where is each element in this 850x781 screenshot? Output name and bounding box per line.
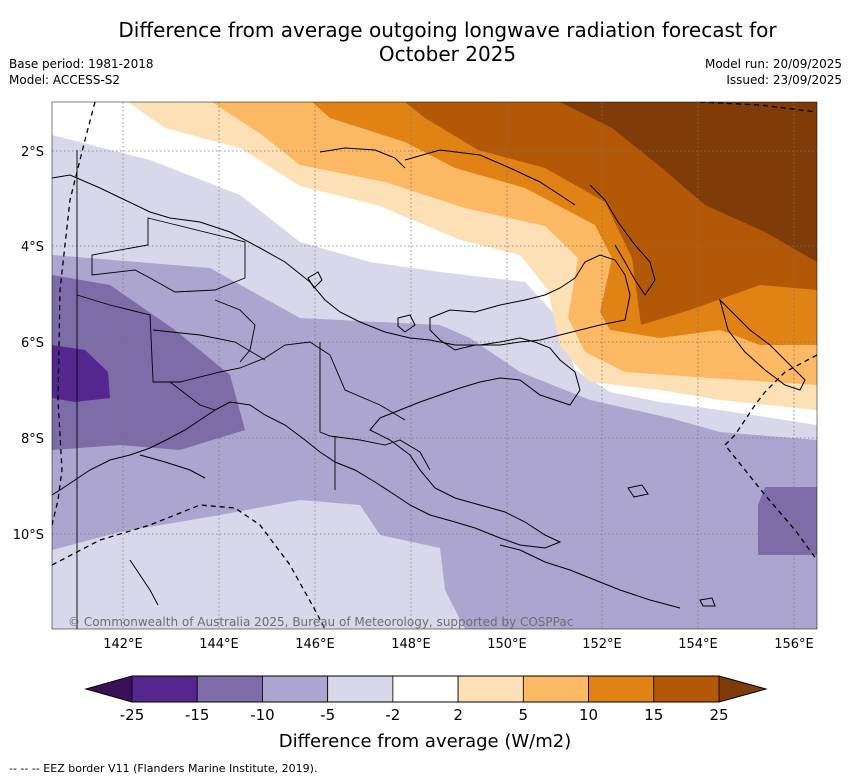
colorbar-segment (588, 675, 655, 703)
latitude-labels: 2°S 4°S 6°S 8°S 10°S (13, 145, 44, 543)
longitude-labels: 142°E 144°E 146°E 148°E 150°E 152°E 154°… (103, 637, 814, 652)
band-minus25-minus15 (52, 345, 110, 402)
lat-label: 2°S (21, 145, 44, 160)
colorbar-tick-label: 15 (644, 706, 663, 724)
colorbar-tick-label: 5 (519, 706, 529, 724)
model-name: Model: ACCESS-S2 (9, 73, 121, 87)
lon-label: 152°E (582, 637, 622, 652)
title-line-2: October 2025 (378, 42, 517, 66)
colorbar-tick-label: -15 (185, 706, 210, 724)
provincial-borders (76, 150, 431, 629)
olr-anomaly-field (52, 102, 817, 629)
colorbar-segment (262, 675, 329, 703)
lon-label: 156°E (774, 637, 814, 652)
colorbar-segment (196, 675, 263, 703)
meta-left: Base period: 1981-2018 Model: ACCESS-S2 (9, 56, 154, 88)
copyright-notice: © Commonwealth of Australia 2025, Bureau… (68, 615, 573, 629)
lat-label: 6°S (21, 336, 44, 351)
lat-label: 4°S (21, 240, 44, 255)
colorbar-outline (84, 675, 768, 703)
band-minus15-minus10 (52, 275, 245, 450)
colorbar-tick-label: -5 (320, 706, 335, 724)
colorbar-tick-label: 2 (453, 706, 463, 724)
colorbar-arrow-left (86, 676, 132, 702)
lon-label: 142°E (103, 637, 143, 652)
colorbar-labels: -25 -15 -10 -5 -2 2 5 10 15 25 (120, 706, 729, 724)
colorbar-segment (653, 675, 720, 703)
lat-label: 10°S (13, 528, 44, 543)
colorbar-tick-label: -25 (120, 706, 145, 724)
lon-label: 146°E (295, 637, 335, 652)
coastlines (52, 147, 806, 609)
graticule (52, 102, 817, 629)
colorbar-arrow-right (719, 676, 766, 702)
colorbar-tick-label: 25 (709, 706, 728, 724)
plot-frame (51, 101, 818, 630)
colorbar-tick-label: -2 (385, 706, 400, 724)
eez-borders (52, 102, 817, 629)
colorbar: -25 -15 -10 -5 -2 2 5 10 15 25 Difference from av… (84, 675, 768, 752)
colorbar-segment (131, 675, 198, 703)
colorbar-segment (522, 675, 589, 703)
lon-label: 148°E (391, 637, 431, 652)
title-line-1: Difference from average outgoing longwav… (118, 18, 777, 42)
lon-label: 154°E (678, 637, 718, 652)
lon-label: 144°E (199, 637, 239, 652)
eez-footnote: -- -- -- EEZ border V11 (Flanders Marine… (9, 762, 318, 775)
model-run: Model run: 20/09/2025 (704, 57, 842, 71)
base-period: Base period: 1981-2018 (9, 57, 154, 71)
colorbar-segment (327, 675, 394, 703)
map-title: Difference from average outgoing longwav… (95, 18, 800, 66)
issued-date: Issued: 23/09/2025 (726, 73, 842, 87)
colorbar-tick-label: -10 (250, 706, 275, 724)
lon-label: 150°E (487, 637, 527, 652)
meta-right: Model run: 20/09/2025 Issued: 23/09/2025 (705, 56, 842, 88)
colorbar-segments (131, 675, 720, 703)
band-above-25 (560, 102, 817, 262)
lat-label: 8°S (21, 432, 44, 447)
colorbar-title: Difference from average (W/m2) (279, 731, 571, 752)
colorbar-segment (392, 675, 459, 703)
band-minus5-minus2-south (52, 500, 465, 629)
colorbar-segment (457, 675, 524, 703)
colorbar-tick-label: 10 (579, 706, 598, 724)
